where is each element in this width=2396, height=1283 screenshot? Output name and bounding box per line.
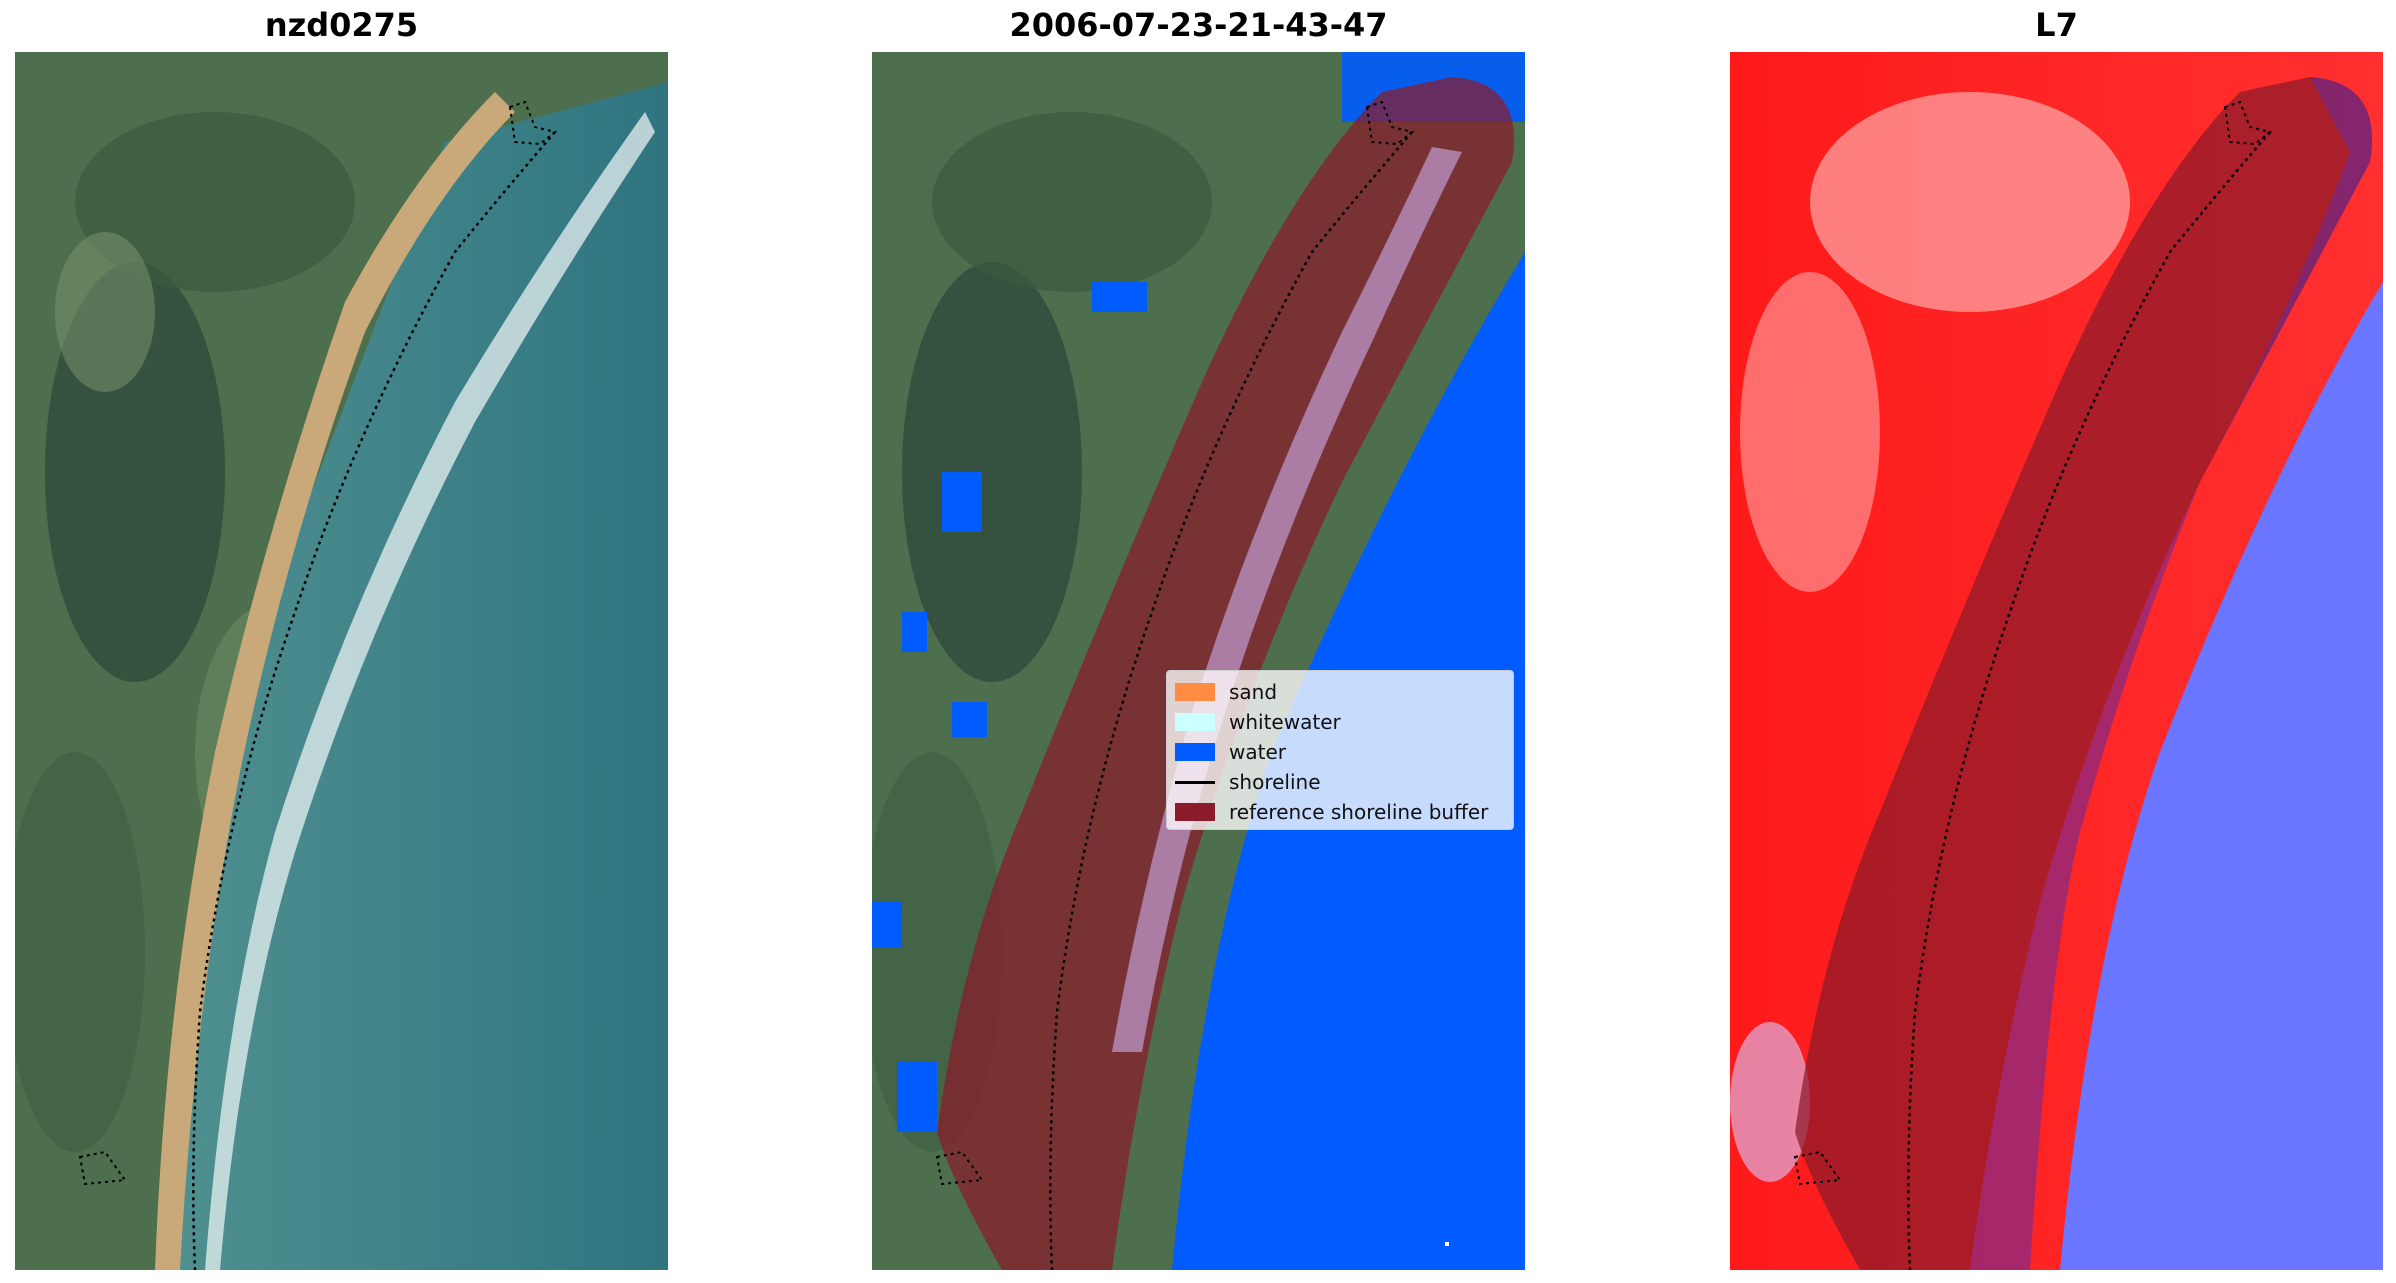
forest-patch (932, 112, 1212, 292)
shoreline-line (192, 131, 556, 1270)
water-index-region (2060, 282, 2383, 1270)
shoreline-swatch (1175, 780, 1215, 784)
forest-patch (15, 752, 145, 1152)
water-class-patch (1092, 282, 1147, 312)
legend-item-buffer: reference shoreline buffer (1175, 797, 1505, 827)
panel-title-index: L7 (2035, 6, 2078, 44)
grass-patch (55, 232, 155, 392)
legend-label: shoreline (1229, 770, 1321, 794)
water-class-patch (872, 902, 902, 947)
forest-patch (75, 112, 355, 292)
panel-title-rgb: nzd0275 (264, 6, 419, 44)
shoreline-inlet (2223, 100, 2273, 146)
shoreline-line (1049, 131, 1413, 1270)
index-light-patch (1730, 1022, 1810, 1182)
whitewater-class-region (1112, 147, 1462, 1052)
whitewater-swatch (1175, 713, 1215, 731)
forest-patch (902, 262, 1082, 682)
buffer-water-overlap (1970, 77, 2372, 1270)
shoreline-inlet (1365, 100, 1415, 146)
index-light-patch (1740, 272, 1880, 592)
legend: sand whitewater water shoreline referenc… (1166, 670, 1514, 830)
water-class-patch (897, 1062, 937, 1132)
water-swatch (1175, 743, 1215, 761)
shoreline-inlet (1793, 1150, 1842, 1186)
legend-label: whitewater (1229, 710, 1341, 734)
water-class-patch (902, 612, 927, 652)
rgb-satellite-image (15, 52, 668, 1270)
index-image (1730, 52, 2383, 1270)
legend-label: water (1229, 740, 1286, 764)
shoreline-inlet (935, 1150, 984, 1186)
classified-image-canvas (872, 52, 1525, 1270)
index-image-canvas (1730, 52, 2383, 1270)
index-light-patch (1810, 92, 2130, 312)
legend-item-shoreline: shoreline (1175, 767, 1505, 797)
buffer-swatch (1175, 803, 1215, 821)
sand-swatch (1175, 683, 1215, 701)
water-index-texture (2060, 282, 2383, 1270)
shoreline-inlet (508, 100, 558, 146)
reference-shoreline-buffer (1795, 77, 2372, 1270)
panel-title-classified: 2006-07-23-21-43-47 (1009, 6, 1388, 44)
water-class-patch (952, 702, 987, 737)
legend-item-whitewater: whitewater (1175, 707, 1505, 737)
shoreline-inlet (78, 1150, 127, 1186)
legend-item-water: water (1175, 737, 1505, 767)
sea-area (170, 82, 668, 1270)
legend-label: reference shoreline buffer (1229, 800, 1489, 824)
classified-image (872, 52, 1525, 1270)
rgb-image-canvas (15, 52, 668, 1270)
water-class-patch (942, 472, 982, 532)
whitewater-pixel (1445, 1242, 1449, 1246)
legend-item-sand: sand (1175, 677, 1505, 707)
legend-label: sand (1229, 680, 1278, 704)
shoreline-line (1907, 131, 2271, 1270)
